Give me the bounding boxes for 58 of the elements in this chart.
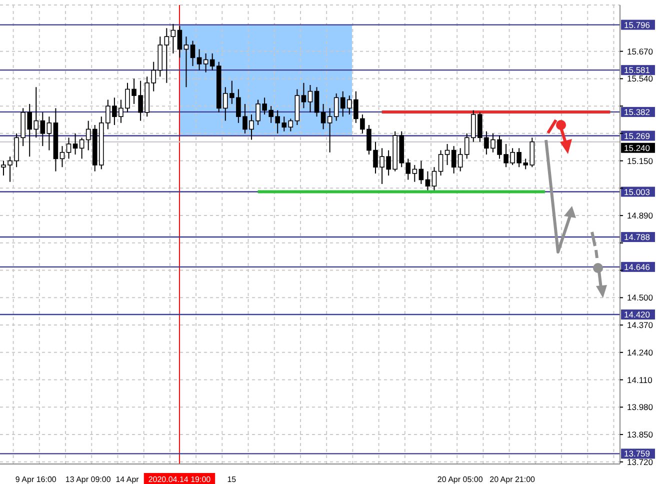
candlestick [314,86,320,118]
candlestick [308,84,313,113]
candlestick [432,166,437,191]
y-tick-label: 14.370 [627,320,654,330]
y-tick-label: 13.980 [627,402,654,412]
candlestick [196,48,202,71]
ref-line-label: 15.581 [624,65,650,76]
y-tick-label: 13.850 [627,430,654,440]
ref-line-label: 15.796 [624,20,650,30]
candlestick [79,137,84,160]
x-tick-label: 9 Apr 16:00 [15,475,57,484]
ref-line-label: 14.646 [624,262,650,272]
candlestick [438,150,444,176]
candlestick [60,146,65,168]
y-tick-label: 14.890 [627,210,654,221]
y-tick-label: 15.670 [627,46,654,56]
candlestick [458,148,463,172]
ref-line-label: 15.240 [624,142,650,153]
x-tick-label: 2020.04.14 19:00 [148,475,212,484]
candlestick [451,146,456,174]
candlestick [184,36,189,88]
x-tick-label: 15 [227,475,237,484]
candlestick [170,23,176,54]
ref-line-label: 14.788 [624,232,650,242]
ref-line-label: 14.420 [624,310,650,320]
x-tick-label: 13 Apr 09:00 [65,475,112,484]
candlestick [46,116,52,151]
y-tick-label: 15.540 [627,74,654,84]
x-tick-label: 20 Apr 21:00 [490,475,536,484]
candlestick [320,103,326,130]
candlestick [177,26,182,58]
y-tick-label: 13.720 [627,456,654,467]
candlestick [72,132,78,155]
candlestick [418,160,424,184]
candlestick [412,164,418,182]
candlestick [66,137,72,160]
candlestick [40,112,46,147]
x-tick-label: 14 Apr [116,475,140,484]
candlestick [190,40,196,67]
candlestick [425,170,430,191]
candlestick [301,82,306,109]
y-tick-label: 14.240 [627,347,654,358]
candlestick [164,28,170,84]
candlestick [203,52,208,73]
candlestick [288,118,294,132]
candlestick [444,143,450,166]
y-tick-label: 15.150 [627,156,654,166]
candlestick [334,92,339,122]
candlestick [86,120,91,151]
x-tick-label: 20 Apr 05:00 [437,475,484,484]
candlestick [210,52,215,71]
ref-line-label: 15.003 [624,186,650,197]
ref-line-label: 13.759 [624,448,650,459]
ref-line-label: 15.269 [624,130,650,141]
ref-line-label: 15.382 [624,106,650,117]
y-tick-label: 14.110 [627,374,653,385]
y-tick-label: 14.500 [627,292,654,303]
candlestick [327,108,332,153]
